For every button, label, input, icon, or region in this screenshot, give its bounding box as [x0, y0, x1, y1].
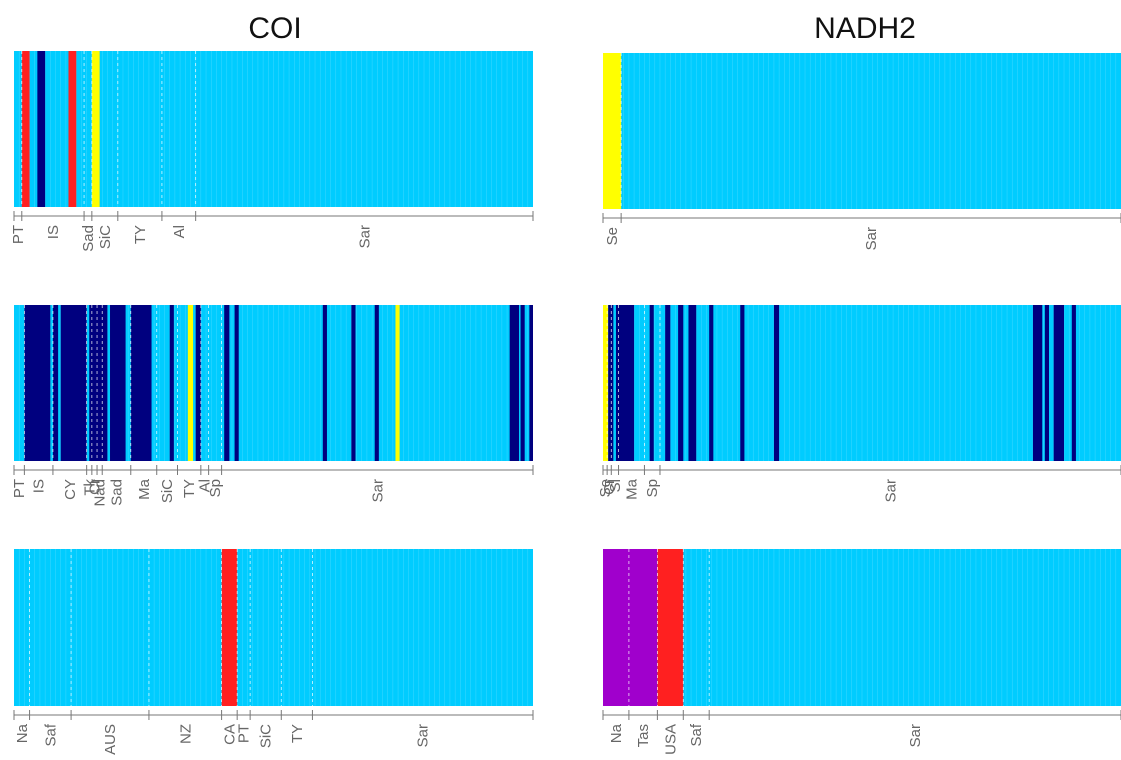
population-label: PT: [10, 225, 27, 244]
population-label: Al: [171, 225, 188, 238]
cluster-band: [688, 305, 697, 461]
population-label: Sar: [882, 479, 899, 502]
population-label: NZ: [177, 724, 194, 744]
cluster-band: [649, 305, 654, 461]
cluster-band: [60, 305, 87, 461]
cluster-band: [608, 305, 614, 461]
cluster-band: [1053, 305, 1065, 461]
cluster-band: [529, 305, 533, 461]
panel-background: [14, 549, 533, 706]
cluster-band: [130, 305, 152, 461]
cluster-band: [52, 305, 59, 461]
population-label: PT: [236, 724, 253, 743]
cluster-band: [740, 305, 745, 461]
population-label: SiC: [97, 225, 114, 249]
cluster-band: [1044, 305, 1049, 461]
population-label: TY: [181, 479, 198, 498]
population-label: Sar: [369, 479, 386, 502]
cluster-band: [520, 305, 525, 461]
population-label: Saf: [42, 723, 59, 746]
population-label: Cr: [86, 479, 103, 495]
structure-panel-1: PT IS Sad SiC TY Al Sar: [10, 51, 534, 252]
cluster-band: [678, 305, 684, 461]
cluster-band: [351, 305, 356, 461]
population-label: USA: [662, 724, 679, 755]
population-label: Sad: [109, 479, 126, 506]
population-label: AUS: [102, 724, 119, 755]
cluster-band: [24, 305, 51, 461]
population-label: TY: [132, 225, 149, 244]
cluster-band: [21, 51, 30, 207]
population-label: Se: [604, 227, 621, 245]
cluster-band: [110, 305, 126, 461]
population-label: Na: [608, 723, 625, 743]
population-label: Al: [197, 479, 214, 492]
cluster-band: [615, 305, 635, 461]
population-label: CY: [62, 479, 79, 500]
population-label: Saf: [688, 723, 705, 746]
population-label: Sar: [863, 227, 880, 250]
cluster-band: [395, 305, 400, 461]
cluster-band: [234, 305, 239, 461]
population-label: SiC: [258, 724, 275, 748]
cluster-band: [89, 305, 108, 461]
population-label: IS: [45, 225, 62, 239]
cluster-band: [68, 51, 77, 207]
cluster-band: [509, 305, 519, 461]
cluster-band: [665, 305, 671, 461]
population-label: TY: [289, 724, 306, 743]
panel-background: [603, 53, 1121, 209]
cluster-band: [224, 305, 230, 461]
cluster-band: [187, 305, 194, 461]
coi-column-title: COI: [248, 12, 302, 45]
nadh2-column-title: NADH2: [814, 12, 916, 45]
population-label: Sar: [356, 225, 373, 248]
population-label: Sar: [907, 724, 924, 747]
cluster-band: [773, 305, 780, 461]
population-label: Nad: [92, 479, 109, 507]
cluster-band: [221, 549, 238, 706]
cluster-band: [603, 549, 658, 706]
cluster-band: [195, 305, 201, 461]
population-label: Sl: [607, 479, 624, 492]
cluster-band: [709, 305, 714, 461]
cluster-band: [169, 305, 174, 461]
cluster-band: [374, 305, 379, 461]
cluster-band: [1032, 305, 1043, 461]
population-label: Sad: [80, 225, 97, 252]
panel-background: [14, 51, 533, 207]
population-label: Sp: [207, 479, 224, 497]
cluster-band: [603, 305, 609, 461]
panel-background: [603, 549, 1121, 706]
population-label: IS: [31, 479, 48, 493]
population-label: Ma: [136, 478, 153, 499]
population-label: Se: [597, 479, 614, 497]
population-label: Sp: [644, 479, 661, 497]
population-label: SiC: [159, 479, 176, 503]
cluster-band: [91, 51, 100, 207]
population-label: CA: [221, 724, 238, 745]
cluster-band: [603, 53, 622, 209]
population-label: Na: [14, 723, 31, 743]
population-label: Tas: [635, 724, 652, 747]
cluster-band: [657, 549, 684, 706]
cluster-band: [37, 51, 46, 207]
population-label: Cr: [601, 479, 618, 495]
structure-panel-6: Na Tas USA Saf Sar: [602, 549, 1121, 755]
population-label: Tk: [81, 479, 98, 496]
structure-panel-2: Se Sar: [602, 53, 1121, 250]
population-label: PT: [11, 479, 28, 498]
cluster-band: [322, 305, 327, 461]
population-label: Ma: [623, 478, 640, 499]
population-label: Sar: [415, 724, 432, 747]
cluster-band: [1071, 305, 1076, 461]
